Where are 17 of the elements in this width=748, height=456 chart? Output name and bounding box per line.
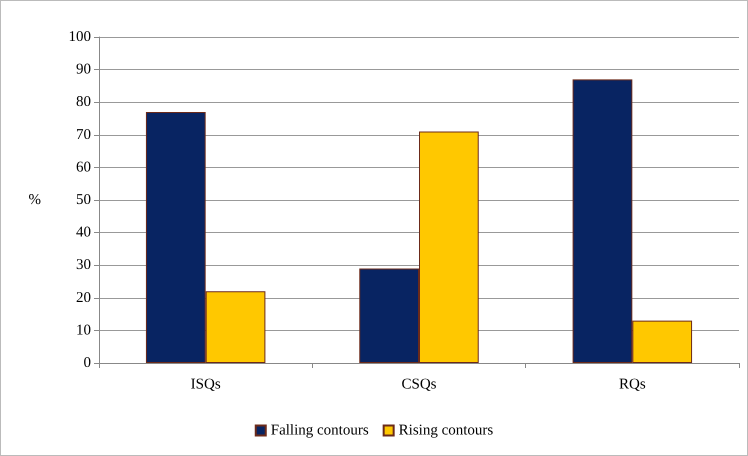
x-tick-label: ISQs [190, 376, 221, 392]
y-tick-label: 90 [76, 62, 91, 78]
legend-label: Rising contours [398, 422, 494, 438]
y-tick-label: 20 [76, 290, 91, 306]
x-tick-label: RQs [618, 376, 646, 392]
y-tick-label: 100 [68, 29, 91, 45]
y-tick-label: 30 [76, 257, 91, 274]
y-tick-label: 60 [76, 159, 91, 176]
legend-label: Falling contours [270, 422, 369, 438]
y-axis-title: % [28, 192, 41, 208]
y-tick-label: 80 [76, 94, 91, 110]
y-tick-label: 50 [76, 192, 91, 208]
y-tick-label: 40 [76, 224, 91, 241]
y-tick-label: 0 [84, 355, 91, 371]
x-tick-label: CSQs [401, 376, 437, 392]
y-tick-label: 70 [76, 126, 91, 143]
y-tick-label: 10 [76, 322, 91, 338]
